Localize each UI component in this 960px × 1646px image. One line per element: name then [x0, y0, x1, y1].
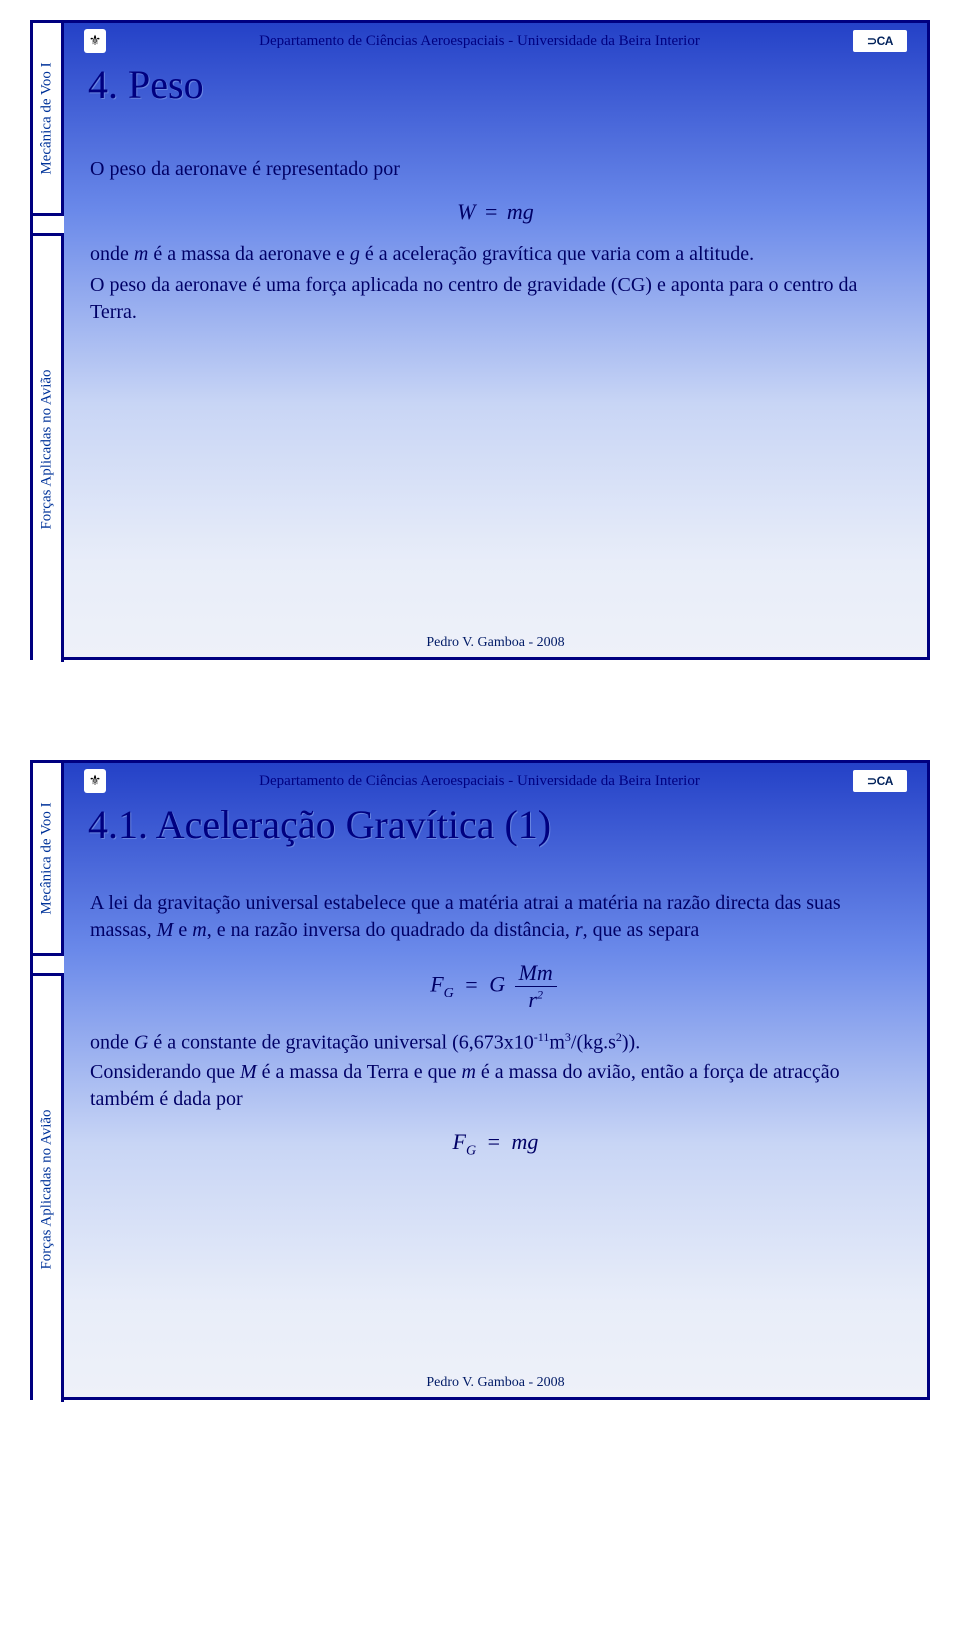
slide-1: Mecânica de Voo I Forças Aplicadas no Av… [30, 20, 930, 660]
paragraph-2: onde G é a constante de gravitação unive… [90, 1029, 901, 1057]
text: é a massa da aeronave e [148, 243, 350, 265]
eq-F: F [453, 1129, 466, 1154]
dca-logo: ⊃CA [853, 770, 907, 792]
department-text: Departamento de Ciências Aeroespaciais -… [106, 773, 853, 790]
sidebar-bottom: Forças Aplicadas no Avião [33, 973, 64, 1402]
text: Considerando que [90, 1061, 240, 1083]
text: )). [622, 1032, 640, 1054]
paragraph-3: Considerando que M é a massa da Terra e … [90, 1059, 901, 1113]
crest-icon: ⚜ [84, 29, 106, 53]
eq-op: = [488, 1129, 500, 1154]
fraction-num: Mm [515, 960, 557, 987]
text: é a constante de gravitação universal (6… [148, 1032, 533, 1054]
sidebar-bottom-label: Forças Aplicadas no Avião [39, 1109, 56, 1269]
var-r: r [575, 919, 583, 941]
text: , e na razão inversa do quadrado da dist… [207, 919, 575, 941]
var-m: m [134, 243, 148, 265]
var-M: M [240, 1061, 257, 1083]
eq-rhs: mg [507, 199, 534, 224]
logo-text: ⊃CA [867, 34, 893, 48]
text: é a massa da Terra e que [257, 1061, 462, 1083]
slide-footer: Pedro V. Gamboa - 2008 [64, 1375, 927, 1391]
crest-glyph: ⚜ [89, 773, 102, 790]
text: onde [90, 1032, 134, 1054]
var-g: g [350, 243, 360, 265]
eq-G: G [489, 972, 505, 997]
sidebar-bottom: Forças Aplicadas no Avião [33, 233, 64, 662]
text: onde [90, 243, 134, 265]
slide-header: ⚜ Departamento de Ciências Aeroespaciais… [84, 769, 907, 793]
text: m [549, 1032, 565, 1054]
sidebar-top: Mecânica de Voo I [33, 23, 64, 216]
equation-w-mg: W = mg [84, 199, 907, 225]
var-m: m [192, 919, 206, 941]
page-container: Mecânica de Voo I Forças Aplicadas no Av… [0, 0, 960, 1420]
var-r: r [528, 987, 537, 1012]
sidebar-bottom-label: Forças Aplicadas no Avião [39, 369, 56, 529]
logo-text: ⊃CA [867, 774, 893, 788]
fraction: Mm r2 [515, 960, 557, 1013]
paragraph-2: onde m é a massa da aeronave e g é a ace… [90, 241, 901, 268]
var-M: M [157, 919, 174, 941]
equation-gravitation: FG = G Mm r2 [84, 960, 907, 1013]
slide-footer: Pedro V. Gamboa - 2008 [64, 635, 927, 651]
paragraph-1: O peso da aeronave é representado por [90, 156, 901, 183]
sidebar-top-label: Mecânica de Voo I [39, 62, 56, 174]
text: , que as separa [583, 919, 700, 941]
paragraph-3: O peso da aeronave é uma força aplicada … [90, 272, 901, 326]
var-G: G [134, 1032, 148, 1054]
slide-content: ⚜ Departamento de Ciências Aeroespaciais… [64, 763, 927, 1397]
slide-header: ⚜ Departamento de Ciências Aeroespaciais… [84, 29, 907, 53]
text: e [173, 919, 192, 941]
crest-glyph: ⚜ [89, 33, 102, 50]
dca-logo: ⊃CA [853, 30, 907, 52]
equation-fg-mg: FG = mg [84, 1129, 907, 1159]
exp: -11 [534, 1030, 550, 1044]
eq-F-sub: G [444, 986, 454, 1001]
slide-title: 4.1. Aceleração Gravítica (1) [88, 801, 907, 848]
eq-F-sub: G [466, 1143, 476, 1158]
sidebar-top: Mecânica de Voo I [33, 763, 64, 956]
eq-rhs: mg [512, 1129, 539, 1154]
text: /(kg.s [571, 1032, 616, 1054]
eq-lhs: W [457, 199, 475, 224]
text: é a aceleração gravítica que varia com a… [360, 243, 754, 265]
crest-icon: ⚜ [84, 769, 106, 793]
exp: 2 [537, 988, 543, 1002]
eq-op: = [485, 199, 497, 224]
sidebar-top-label: Mecânica de Voo I [39, 802, 56, 914]
eq-F: F [430, 972, 443, 997]
slide-2: Mecânica de Voo I Forças Aplicadas no Av… [30, 760, 930, 1400]
department-text: Departamento de Ciências Aeroespaciais -… [106, 33, 853, 50]
paragraph-1: A lei da gravitação universal estabelece… [90, 890, 901, 944]
eq-op: = [465, 972, 477, 997]
slide-title: 4. Peso [88, 61, 907, 108]
slide-content: ⚜ Departamento de Ciências Aeroespaciais… [64, 23, 927, 657]
var-m: m [461, 1061, 475, 1083]
fraction-den: r2 [515, 987, 557, 1013]
